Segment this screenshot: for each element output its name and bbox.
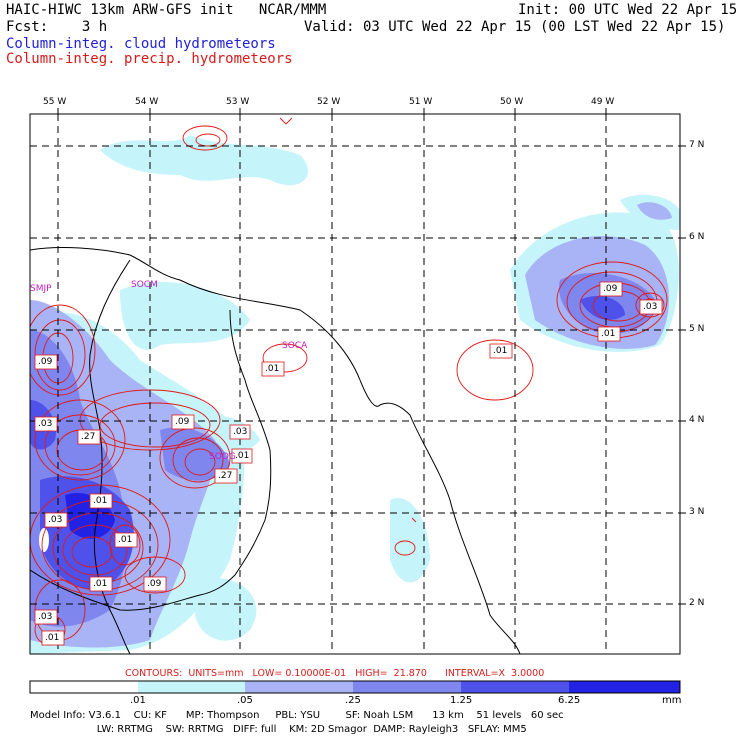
- contour-label: .09: [603, 284, 618, 294]
- contour-label: .03: [48, 515, 63, 525]
- colorbar-tick: .25: [345, 695, 361, 706]
- init-time: Init: 00 UTC Wed 22 Apr 15: [518, 2, 738, 18]
- contour-info: CONTOURS: UNITS=mm LOW= 0.10000E-01 HIGH…: [125, 668, 545, 679]
- lon-label: 55 W: [43, 97, 67, 107]
- lat-label: 5 N: [689, 324, 705, 334]
- lon-label: 54 W: [135, 97, 159, 107]
- lon-label: 51 W: [409, 97, 433, 107]
- contour-label: .01: [265, 364, 280, 374]
- colorbar-unit: mm: [662, 695, 682, 706]
- contour-label: .03: [38, 419, 53, 429]
- model-info-line2: LW: RRTMG SW: RRTMG DIFF: full KM: 2D Sm…: [30, 724, 527, 735]
- graticule: [30, 114, 680, 654]
- station-label: SOOG: [209, 452, 236, 462]
- contour-label: .03: [38, 612, 53, 622]
- lat-label: 4 N: [689, 415, 705, 425]
- shaded-fields: [30, 135, 680, 654]
- lat-label: 6 N: [689, 232, 705, 242]
- lon-label: 52 W: [317, 97, 341, 107]
- contour-label: .01: [601, 329, 616, 339]
- lat-label: 2 N: [689, 598, 705, 608]
- station-label: SMJP: [30, 284, 52, 294]
- contour-label-boxes: [34, 281, 663, 646]
- contour-label: .03: [233, 427, 248, 437]
- colorbar-tick: .05: [237, 695, 253, 706]
- station-label: SOCA: [282, 341, 308, 351]
- contour-label: .01: [93, 496, 108, 506]
- valid-time: Valid: 03 UTC Wed 22 Apr 15 (00 LST Wed …: [304, 19, 726, 35]
- contour-label: .09: [38, 357, 53, 367]
- colorbar-tick: .01: [130, 695, 146, 706]
- lon-label: 53 W: [226, 97, 250, 107]
- lon-label: 49 W: [591, 97, 615, 107]
- contour-label: .03: [643, 302, 658, 312]
- legend-cloud: Column-integ. cloud hydrometeors: [6, 36, 276, 52]
- lon-label: 50 W: [500, 97, 524, 107]
- lat-label: 7 N: [689, 140, 705, 150]
- contour-label: .27: [81, 432, 96, 442]
- colorbar-tick: 1.25: [450, 695, 473, 706]
- station-label: SOCM: [131, 280, 158, 290]
- forecast-hour: Fcst: 3 h: [6, 19, 108, 35]
- contour-label: .01: [235, 451, 250, 461]
- contour-label: .01: [45, 633, 60, 643]
- contour-label: .01: [493, 346, 508, 356]
- colorbar-tick: 6.25: [558, 695, 581, 706]
- lat-label: 3 N: [689, 507, 705, 517]
- contour-label: .01: [118, 535, 133, 545]
- contour-label: .09: [175, 417, 190, 427]
- model-info-line1: Model Info: V3.6.1 CU: KF MP: Thompson P…: [30, 710, 564, 721]
- contour-label: .27: [218, 471, 233, 481]
- contour-label: .09: [147, 579, 162, 589]
- contour-label: .01: [93, 579, 108, 589]
- legend-precip: Column-integ. precip. hydrometeors: [6, 51, 293, 67]
- plot-title: HAIC-HIWC 13km ARW-GFS init NCAR/MMM: [6, 2, 327, 18]
- colorbar: [29, 680, 681, 694]
